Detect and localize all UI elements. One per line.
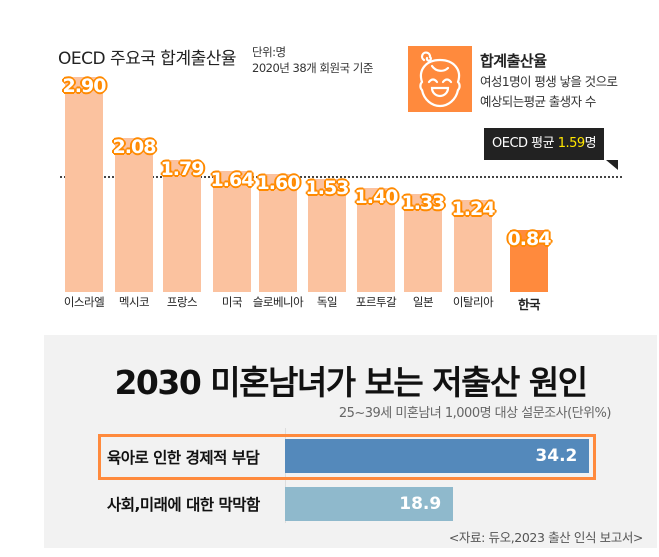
bar-7	[404, 193, 442, 292]
legend-title: 합계출산율	[480, 52, 547, 70]
baby-face-icon	[408, 46, 472, 112]
bar-6	[357, 188, 395, 292]
bar-0	[65, 77, 103, 292]
category-label: 일본	[412, 295, 434, 309]
bar-1	[115, 138, 153, 292]
bar-value-label: 1.79	[160, 157, 205, 180]
source-note: <자료: 듀오,2023 출산 인식 보고서>	[448, 530, 644, 545]
category-label: 독일	[316, 295, 338, 309]
bar-5	[308, 178, 346, 292]
avg-unit: 명	[584, 136, 597, 151]
survey-axis	[285, 428, 286, 523]
category-label: 프랑스	[166, 295, 198, 309]
chart-subtitle: 2020년 38개 회원국 기준	[252, 61, 373, 75]
survey-subtitle: 25~39세 미혼남녀 1,000명 대상 설문조사(단위%)	[338, 406, 612, 421]
category-label: 미국	[221, 295, 243, 309]
category-label: 멕시코	[118, 295, 150, 309]
survey-category-label: 사회,미래에 대한 막막함	[107, 496, 260, 514]
bar-4	[259, 173, 297, 292]
bar-value-label: 1.24	[451, 198, 496, 221]
bar-value-label: 1.60	[256, 171, 301, 194]
legend-description: 여성1명이 평생 낳을 것으로 예상되는평균 출생자 수	[480, 72, 618, 112]
category-label: 이스라엘	[63, 295, 105, 309]
avg-label: OECD 평균	[492, 136, 558, 151]
bar-3	[213, 170, 251, 292]
bar-value-label: 1.40	[354, 186, 399, 209]
legend-line: 예상되는평균 출생자 수	[480, 94, 596, 109]
avg-value: 1.59	[557, 136, 585, 151]
chart-title: OECD 주요국 합계출산율	[58, 49, 237, 69]
survey-title: 2030 미혼남녀가 보는 저출산 원인	[114, 363, 588, 402]
category-label: 한국	[517, 297, 541, 312]
bar-value-label: 1.33	[401, 191, 446, 214]
bar-value-label: 1.53	[305, 176, 350, 199]
bar-8	[454, 200, 492, 292]
category-label: 이탈리아	[452, 295, 494, 309]
category-label: 슬로베니아	[252, 295, 304, 309]
callout-tail	[606, 160, 618, 170]
survey-bar: 34.2	[285, 439, 590, 473]
survey-bar: 18.9	[285, 487, 454, 521]
legend-line: 여성1명이 평생 낳을 것으로	[480, 74, 618, 89]
bar-2	[163, 159, 201, 292]
oecd-average-callout: OECD 평균 1.59명	[484, 128, 605, 160]
bar-value-label: 2.08	[112, 136, 157, 159]
bar-value-label: 0.84	[507, 227, 552, 250]
chart-unit-note: 단위:명 2020년 38개 회원국 기준	[252, 44, 373, 76]
highlight-box	[98, 434, 596, 480]
bar-value-label: 1.64	[210, 168, 255, 191]
oecd-average-line	[60, 176, 622, 178]
category-label: 포르투갈	[355, 295, 397, 309]
bar-value-label: 2.90	[62, 75, 107, 98]
survey-category-label: 육아로 인한 경제적 부담	[107, 449, 260, 467]
unit-label: 단위:명	[252, 45, 286, 59]
bar-9	[510, 229, 548, 292]
